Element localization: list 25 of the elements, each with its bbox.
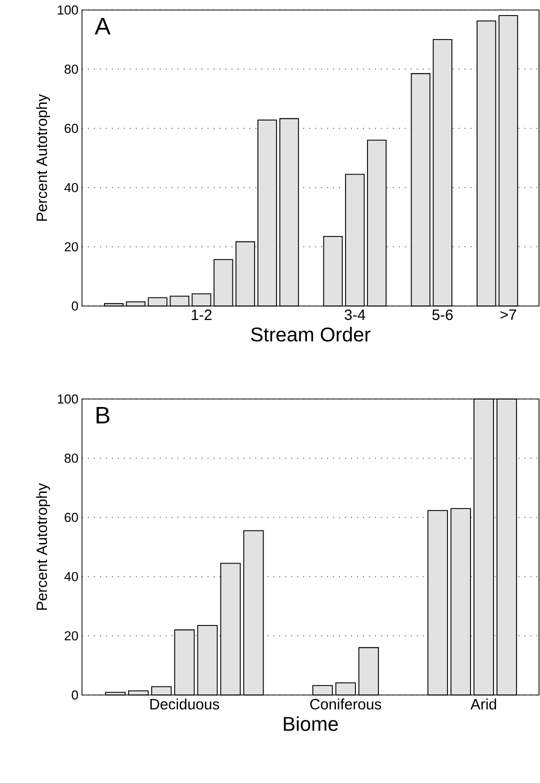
y-tick-label: 0 [72,301,78,311]
y-tick-label: 20 [64,631,78,640]
x-tick-label: 3-4 [344,310,366,320]
y-axis-title: Percent Autotrophy [36,94,50,221]
x-tick-label: >7 [500,310,516,320]
x-tick-label: Arid [470,698,496,710]
x-tick-label: 1-2 [192,310,212,320]
y-tick-label: 100 [58,394,78,404]
y-tick-label: 80 [64,64,78,74]
y-tick-label: 60 [64,124,78,133]
y-tick-label: 40 [64,183,78,192]
y-tick-label: 20 [64,242,78,252]
y-axis-title: Percent Autotrophy [36,483,50,610]
y-tick-label: 80 [64,454,78,463]
y-tick-label: 100 [58,5,78,15]
y-tick-label: 40 [64,572,78,582]
y-tick-label: 60 [64,512,78,522]
x-tick-label: Deciduous [150,698,220,710]
annotation: B [96,406,110,424]
y-tick-label: 0 [72,690,78,700]
annotation: A [94,18,111,34]
x-tick-label: 5-6 [432,310,453,320]
x-axis-title: Biome [284,716,338,731]
x-axis-title: Stream Order [251,326,371,342]
x-tick-label: Coniferous [310,698,382,710]
